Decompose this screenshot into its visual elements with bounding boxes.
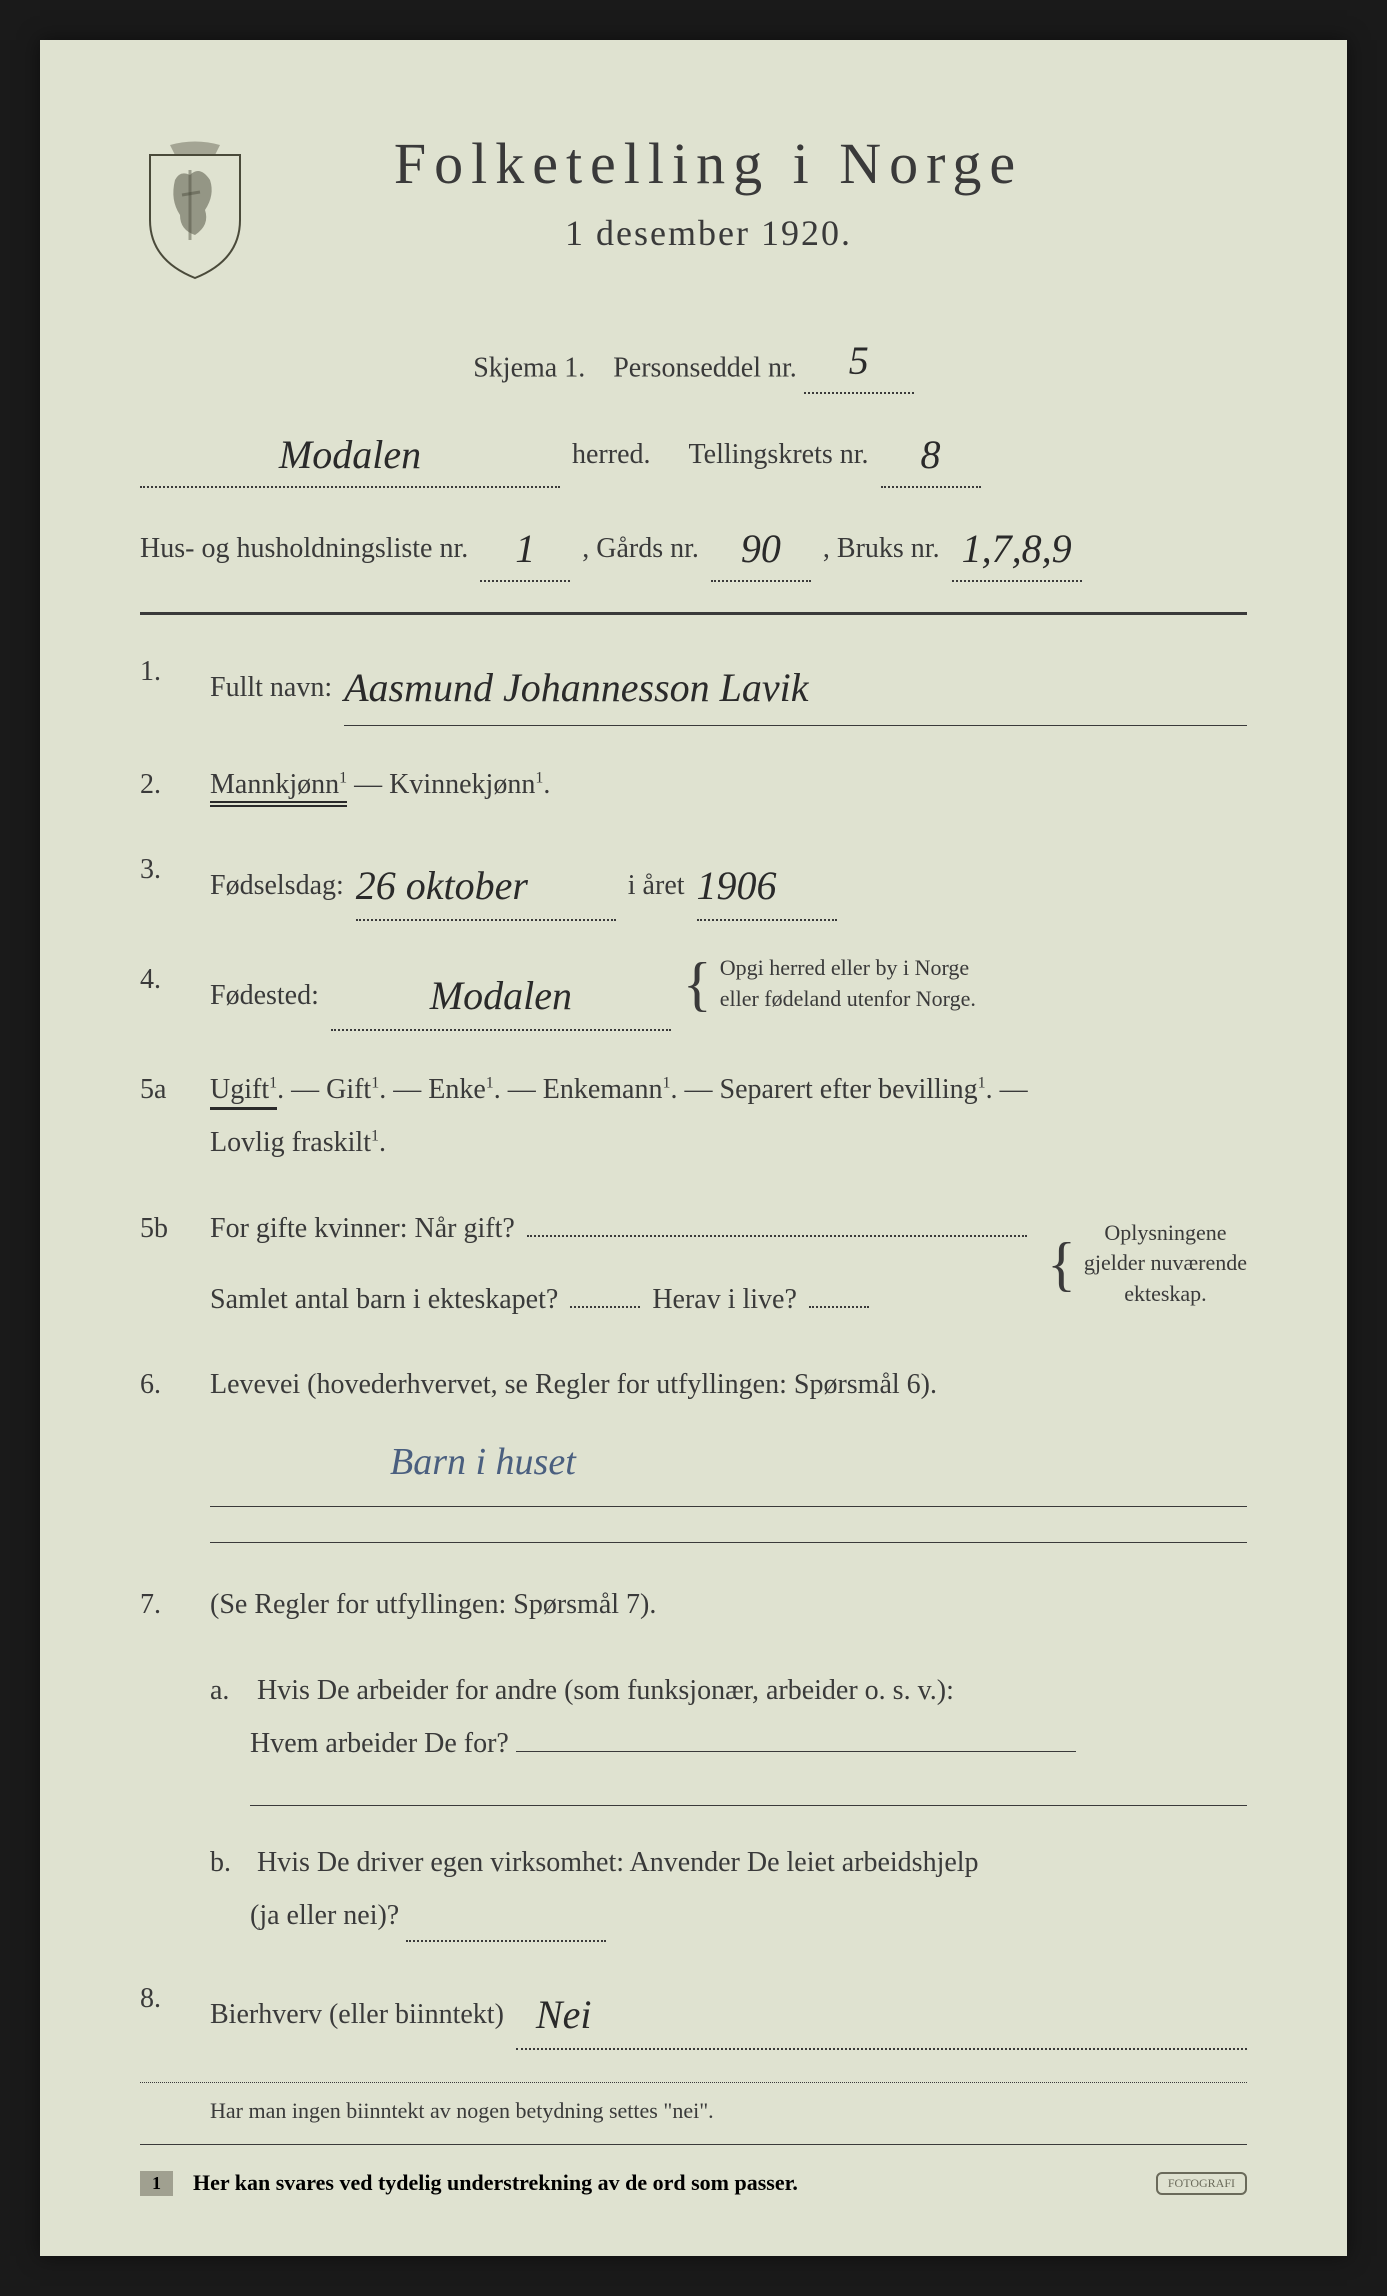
- bruks-label: , Bruks nr.: [823, 524, 940, 574]
- q2-sep: —: [347, 769, 389, 800]
- q5a-opt3: Enke1: [428, 1074, 494, 1105]
- question-6: 6. Levevei (hovederhvervet, se Regler fo…: [140, 1358, 1247, 1543]
- main-title: Folketelling i Norge: [280, 130, 1137, 197]
- skjema-label: Skjema 1.: [473, 353, 585, 384]
- census-document: Folketelling i Norge 1 desember 1920. Sk…: [40, 40, 1347, 2256]
- norway-crest-icon: [140, 140, 250, 280]
- personseddel-value: 5: [849, 338, 869, 383]
- herred-line: Modalen herred. Tellingskrets nr. 8: [140, 414, 1247, 488]
- q1-num: 1.: [140, 645, 185, 726]
- q7b-letter: b.: [210, 1836, 250, 1889]
- q3-mid: i året: [628, 859, 685, 912]
- gards-label: , Gårds nr.: [582, 524, 699, 574]
- herred-name-value: Modalen: [279, 432, 421, 477]
- q4-label: Fødested:: [210, 969, 319, 1022]
- q5a-opt1: Ugift1: [210, 1074, 277, 1110]
- skjema-line: Skjema 1. Personseddel nr. 5: [140, 320, 1247, 394]
- hus-line: Hus- og husholdningsliste nr. 1 , Gårds …: [140, 508, 1247, 582]
- q5a-opt5: Separert efter bevilling1: [720, 1074, 986, 1105]
- subtitle: 1 desember 1920.: [280, 212, 1137, 254]
- herred-label: herred.: [572, 430, 651, 480]
- question-7b: b. Hvis De driver egen virksomhet: Anven…: [210, 1836, 1247, 1942]
- q5a-opt2: Gift1: [326, 1074, 379, 1105]
- q4-num: 4.: [140, 953, 185, 1031]
- husliste-label: Hus- og husholdningsliste nr.: [140, 524, 468, 574]
- footnote-mark: 1: [140, 2171, 173, 2196]
- tellingskrets-value: 8: [921, 432, 941, 477]
- q5b-note-2: gjelder nuværende: [1084, 1250, 1247, 1275]
- q7a-line1: Hvis De arbeider for andre (som funksjon…: [257, 1675, 954, 1706]
- question-8: 8. Bierhverv (eller biinntekt) Nei: [140, 1972, 1247, 2050]
- document-header: Folketelling i Norge 1 desember 1920.: [140, 130, 1247, 280]
- gards-value: 90: [741, 526, 781, 571]
- q2-num: 2.: [140, 758, 185, 811]
- husliste-value: 1: [515, 526, 535, 571]
- q5b-line1-label: For gifte kvinner: Når gift?: [210, 1202, 515, 1255]
- q8-label: Bierhverv (eller biinntekt): [210, 1988, 504, 2041]
- q1-value: Aasmund Johannesson Lavik: [344, 665, 808, 710]
- printer-stamp: FOTOGRAFI: [1156, 2172, 1247, 2195]
- q5b-note-1: Oplysningene: [1104, 1220, 1226, 1245]
- q2-female: Kvinnekjønn1: [389, 769, 543, 800]
- q8-num: 8.: [140, 1972, 185, 2050]
- footnote-bar: 1 Her kan svares ved tydelig understrekn…: [140, 2170, 1247, 2196]
- personseddel-label: Personseddel nr.: [613, 353, 797, 384]
- question-5a: 5a Ugift1. — Gift1. — Enke1. — Enkemann1…: [140, 1063, 1247, 1169]
- q4-note-2: eller fødeland utenfor Norge.: [720, 986, 976, 1011]
- question-5b: 5b For gifte kvinner: Når gift? Samlet a…: [140, 1202, 1247, 1326]
- q7a-line2: Hvem arbeider De for?: [250, 1728, 509, 1759]
- question-7: 7. (Se Regler for utfyllingen: Spørsmål …: [140, 1578, 1247, 1631]
- q3-day-month: 26 oktober: [356, 863, 528, 908]
- q5b-line2b-label: Herav i live?: [652, 1273, 797, 1326]
- divider-bottom: [140, 2144, 1247, 2145]
- q8-value: Nei: [536, 1992, 592, 2037]
- q7b-line2: (ja eller nei)?: [250, 1900, 399, 1931]
- q6-label: Levevei (hovederhvervet, se Regler for u…: [210, 1369, 937, 1400]
- q4-note-1: Opgi herred eller by i Norge: [720, 955, 969, 980]
- q6-num: 6.: [140, 1358, 185, 1543]
- q4-value: Modalen: [430, 973, 572, 1018]
- footnote-hint: Har man ingen biinntekt av nogen betydni…: [210, 2098, 1247, 2124]
- q5b-num: 5b: [140, 1202, 185, 1326]
- q7a-letter: a.: [210, 1664, 250, 1717]
- q3-year: 1906: [697, 863, 777, 908]
- q5b-side-note: { Oplysningene gjelder nuværende ekteska…: [1047, 1218, 1247, 1310]
- q5a-num: 5a: [140, 1063, 185, 1169]
- q5b-note-3: ekteskap.: [1124, 1281, 1206, 1306]
- q7b-line1: Hvis De driver egen virksomhet: Anvender…: [257, 1847, 979, 1878]
- tellingskrets-label: Tellingskrets nr.: [689, 430, 869, 480]
- q7-num: 7.: [140, 1578, 185, 1631]
- q2-male: Mannkjønn1: [210, 769, 347, 807]
- q3-num: 3.: [140, 843, 185, 921]
- q5a-opt4: Enkemann1: [543, 1074, 671, 1105]
- question-7a: a. Hvis De arbeider for andre (som funks…: [210, 1664, 1247, 1806]
- q5a-opt6: Lovlig fraskilt1: [210, 1127, 379, 1158]
- q7-label: (Se Regler for utfyllingen: Spørsmål 7).: [210, 1589, 656, 1620]
- question-1: 1. Fullt navn: Aasmund Johannesson Lavik: [140, 645, 1247, 726]
- q4-side-note: { Opgi herred eller by i Norge eller fød…: [683, 953, 976, 1015]
- divider-top: [140, 612, 1247, 615]
- question-2: 2. Mannkjønn1 — Kvinnekjønn1.: [140, 758, 1247, 811]
- question-3: 3. Fødselsdag: 26 oktober i året 1906: [140, 843, 1247, 921]
- question-4: 4. Fødested: Modalen { Opgi herred eller…: [140, 953, 1247, 1031]
- footnote-text: Her kan svares ved tydelig understreknin…: [193, 2170, 798, 2196]
- q5b-line2a-label: Samlet antal barn i ekteskapet?: [210, 1273, 558, 1326]
- title-block: Folketelling i Norge 1 desember 1920.: [280, 130, 1247, 254]
- q3-label: Fødselsdag:: [210, 859, 344, 912]
- bruks-value: 1,7,8,9: [962, 526, 1072, 571]
- q1-label: Fullt navn:: [210, 661, 332, 714]
- q6-value: Barn i huset: [390, 1441, 576, 1483]
